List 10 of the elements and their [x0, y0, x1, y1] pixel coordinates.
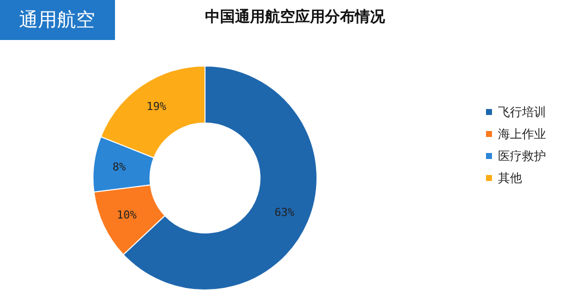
data-label: 19% — [146, 100, 167, 113]
legend-label: 飞行培训 — [498, 105, 546, 119]
data-label: 10% — [116, 208, 138, 222]
chart-subtitle: 通用航空 — [19, 9, 95, 31]
data-label: 63% — [274, 206, 295, 219]
legend-label: 医疗救护 — [498, 149, 546, 163]
legend-label: 其他 — [498, 171, 522, 185]
legend-label: 海上作业 — [498, 127, 546, 141]
chart-title: 中国通用航空应用分布情况 — [205, 8, 386, 26]
data-label: 8% — [112, 160, 126, 174]
